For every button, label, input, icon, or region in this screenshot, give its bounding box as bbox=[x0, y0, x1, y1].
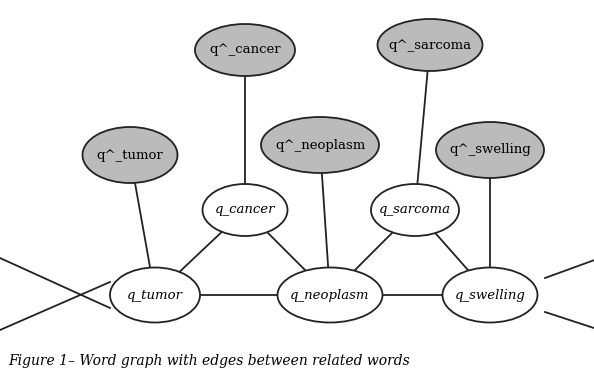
Ellipse shape bbox=[83, 127, 178, 183]
Text: q^_tumor: q^_tumor bbox=[97, 149, 163, 162]
Ellipse shape bbox=[261, 117, 379, 173]
Ellipse shape bbox=[436, 122, 544, 178]
Text: q^_swelling: q^_swelling bbox=[449, 144, 531, 156]
Text: Figure 1– Word graph with edges between related words: Figure 1– Word graph with edges between … bbox=[8, 354, 410, 368]
Text: q_tumor: q_tumor bbox=[127, 288, 183, 302]
Text: q_swelling: q_swelling bbox=[454, 288, 526, 302]
Ellipse shape bbox=[443, 267, 538, 323]
Ellipse shape bbox=[371, 184, 459, 236]
Text: q^_neoplasm: q^_neoplasm bbox=[275, 138, 365, 152]
Text: q_neoplasm: q_neoplasm bbox=[290, 288, 369, 302]
Text: q^_cancer: q^_cancer bbox=[209, 44, 281, 56]
Text: q_sarcoma: q_sarcoma bbox=[379, 203, 451, 217]
Ellipse shape bbox=[277, 267, 383, 323]
Ellipse shape bbox=[195, 24, 295, 76]
Ellipse shape bbox=[110, 267, 200, 323]
Ellipse shape bbox=[378, 19, 482, 71]
Text: q^_sarcoma: q^_sarcoma bbox=[388, 38, 472, 52]
Ellipse shape bbox=[203, 184, 287, 236]
Text: q_cancer: q_cancer bbox=[215, 203, 275, 217]
